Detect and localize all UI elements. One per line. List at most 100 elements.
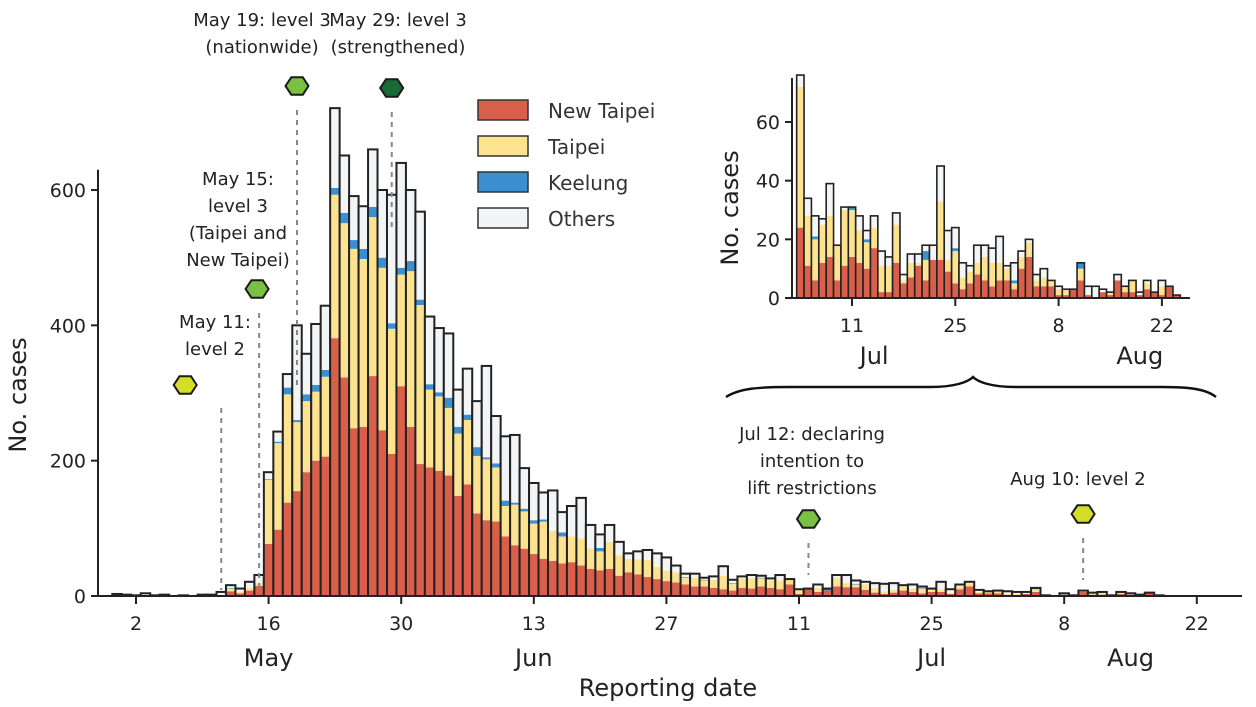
inset-bar-stack	[943, 229, 953, 299]
main-bar-new-taipei	[377, 430, 387, 596]
inset-bar-taipei	[826, 215, 834, 257]
inset-bar-new-taipei	[951, 283, 959, 298]
inset-bar-new-taipei	[981, 280, 989, 298]
main-bar-keelung	[424, 384, 435, 390]
main-bar-taipei	[623, 558, 634, 573]
main-bar-new-taipei	[500, 536, 511, 596]
inset-bar-stack	[884, 256, 894, 299]
main-bar-keelung	[519, 508, 530, 512]
main-bar-taipei	[832, 577, 842, 587]
main-bar-others	[709, 576, 719, 580]
main-bar-stack	[509, 433, 521, 598]
main-bar-taipei	[576, 538, 586, 566]
main-bar-stack	[272, 430, 284, 597]
main-bar-others	[358, 206, 369, 249]
main-bar-others	[604, 524, 615, 542]
main-bars	[111, 107, 1165, 598]
main-bar-new-taipei	[642, 577, 653, 596]
inset-bar-stack	[1076, 261, 1086, 299]
main-bar-stack	[395, 161, 407, 597]
annotation-text: New Taipei)	[186, 250, 290, 271]
main-bar-stack	[281, 373, 294, 597]
main-bar-others	[481, 365, 492, 458]
main-bar-stack	[499, 435, 512, 597]
main-bar-new-taipei	[822, 590, 833, 596]
main-bar-new-taipei	[737, 587, 747, 596]
annotation-text: May 11:	[179, 312, 251, 333]
main-bar-taipei	[765, 580, 776, 588]
main-bar-new-taipei	[870, 592, 880, 596]
main-bar-taipei	[1002, 593, 1013, 596]
main-bar-others	[1002, 591, 1013, 594]
inset-bar-new-taipei	[1128, 292, 1137, 298]
inset-bar-taipei	[796, 86, 805, 228]
main-bar-taipei	[443, 407, 454, 476]
inset-bar-taipei	[1010, 283, 1019, 290]
main-bar-new-taipei	[529, 554, 539, 596]
main-bar-stack	[622, 552, 635, 597]
main-bar-new-taipei	[718, 589, 728, 596]
inset-bar-taipei	[981, 256, 989, 281]
inset-bar-taipei	[1054, 289, 1063, 296]
inset-bar-taipei	[951, 251, 959, 284]
main-bar-stack	[414, 210, 426, 597]
main-bar-stack	[518, 467, 531, 597]
main-bar-others	[699, 577, 710, 580]
main-bar-others	[907, 584, 918, 589]
inset-bar-stack	[980, 244, 990, 299]
hexagon-marker-icon	[795, 509, 822, 529]
inset-bar-others	[951, 227, 959, 249]
main-bar-new-taipei	[832, 586, 842, 596]
y-axis-title: No. cases	[4, 337, 32, 452]
legend: New Taipei Taipei Keelung Others	[477, 99, 655, 231]
main-bar-new-taipei	[945, 593, 956, 596]
main-bar-taipei	[595, 551, 605, 571]
inset-bar-stack	[921, 244, 931, 299]
main-bar-new-taipei	[604, 568, 615, 596]
main-bar-new-taipei	[481, 520, 492, 596]
main-bar-others	[585, 524, 596, 549]
main-bar-new-taipei	[983, 593, 994, 596]
main-bar-taipei	[405, 271, 416, 427]
inset-bar-taipei	[944, 259, 952, 272]
main-bar-others	[548, 490, 558, 532]
main-bar-keelung	[443, 397, 454, 408]
main-month-label: May	[244, 644, 294, 672]
main-bar-taipei	[1012, 593, 1022, 596]
main-bar-taipei	[604, 541, 615, 569]
inset-bar-stack	[950, 226, 960, 299]
inset-bar-keelung	[951, 248, 959, 252]
main-bar-taipei	[709, 579, 719, 588]
inset-bar-others	[1113, 274, 1122, 281]
inset-bar-taipei	[863, 242, 871, 269]
main-bar-others	[813, 584, 823, 588]
main-bar-stack	[755, 574, 767, 598]
inset-bar-new-taipei	[892, 262, 900, 298]
main-bar-stack	[404, 189, 417, 597]
main-bar-stack	[869, 582, 881, 598]
main-bar-taipei	[993, 591, 1003, 594]
main-bar-new-taipei	[282, 502, 293, 596]
main-bar-others	[368, 149, 378, 207]
main-bar-others	[727, 579, 738, 584]
main-bar-others	[652, 553, 662, 567]
inset-bar-stack	[965, 264, 975, 299]
main-month-label: Jun	[513, 644, 553, 672]
main-bar-taipei	[235, 591, 245, 594]
inset-bar-stack	[1142, 279, 1152, 299]
main-bar-new-taipei	[936, 591, 946, 596]
main-bar-taipei	[415, 305, 425, 465]
main-bar-stack	[679, 572, 692, 597]
inset-bar-taipei	[892, 224, 900, 263]
main-bar-new-taipei	[907, 591, 918, 596]
main-bar-taipei	[491, 467, 501, 522]
inset-bar-stack	[1061, 288, 1071, 299]
main-bar-stack	[925, 587, 938, 597]
main-bar-stack	[480, 364, 493, 597]
inset-bar-others	[870, 215, 878, 228]
x-axis-title: Reporting date	[579, 674, 757, 702]
main-bar-new-taipei	[803, 588, 814, 596]
main-bar-taipei	[974, 591, 984, 594]
main-month-label: Aug	[1107, 644, 1154, 672]
